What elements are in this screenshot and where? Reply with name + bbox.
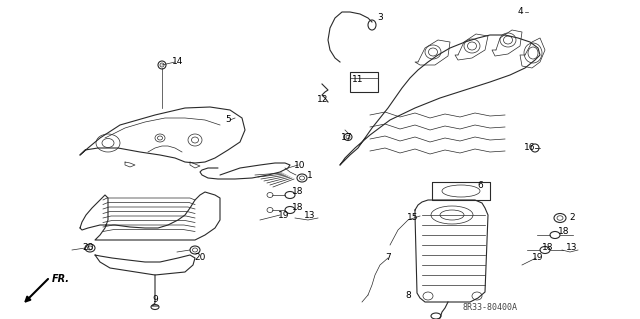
Text: 2: 2	[569, 213, 575, 222]
Text: 3: 3	[377, 13, 383, 23]
Text: 7: 7	[385, 254, 391, 263]
Text: 18: 18	[558, 227, 570, 236]
Text: 5: 5	[225, 115, 231, 124]
Text: 16: 16	[524, 144, 536, 152]
Text: 18: 18	[542, 243, 554, 253]
Text: 19: 19	[278, 211, 290, 219]
Text: 9: 9	[152, 295, 158, 305]
Text: 13: 13	[304, 211, 316, 219]
Text: 6: 6	[477, 181, 483, 189]
Text: 14: 14	[172, 57, 184, 66]
Bar	[350, 72, 378, 92]
Text: 4: 4	[517, 8, 523, 17]
Text: 11: 11	[352, 76, 364, 85]
Text: 10: 10	[294, 160, 306, 169]
Text: 17: 17	[341, 133, 353, 143]
Text: FR.: FR.	[52, 274, 70, 284]
Text: 18: 18	[292, 188, 304, 197]
Text: 15: 15	[407, 213, 419, 222]
Text: 1: 1	[307, 170, 313, 180]
Text: 8R33-80400A: 8R33-80400A	[463, 303, 518, 313]
Text: 8: 8	[405, 291, 411, 300]
Text: 13: 13	[566, 243, 578, 253]
Text: 18: 18	[292, 204, 304, 212]
Text: 20: 20	[83, 243, 93, 253]
Text: 12: 12	[317, 95, 329, 105]
Text: 19: 19	[532, 254, 544, 263]
Text: 20: 20	[195, 254, 205, 263]
